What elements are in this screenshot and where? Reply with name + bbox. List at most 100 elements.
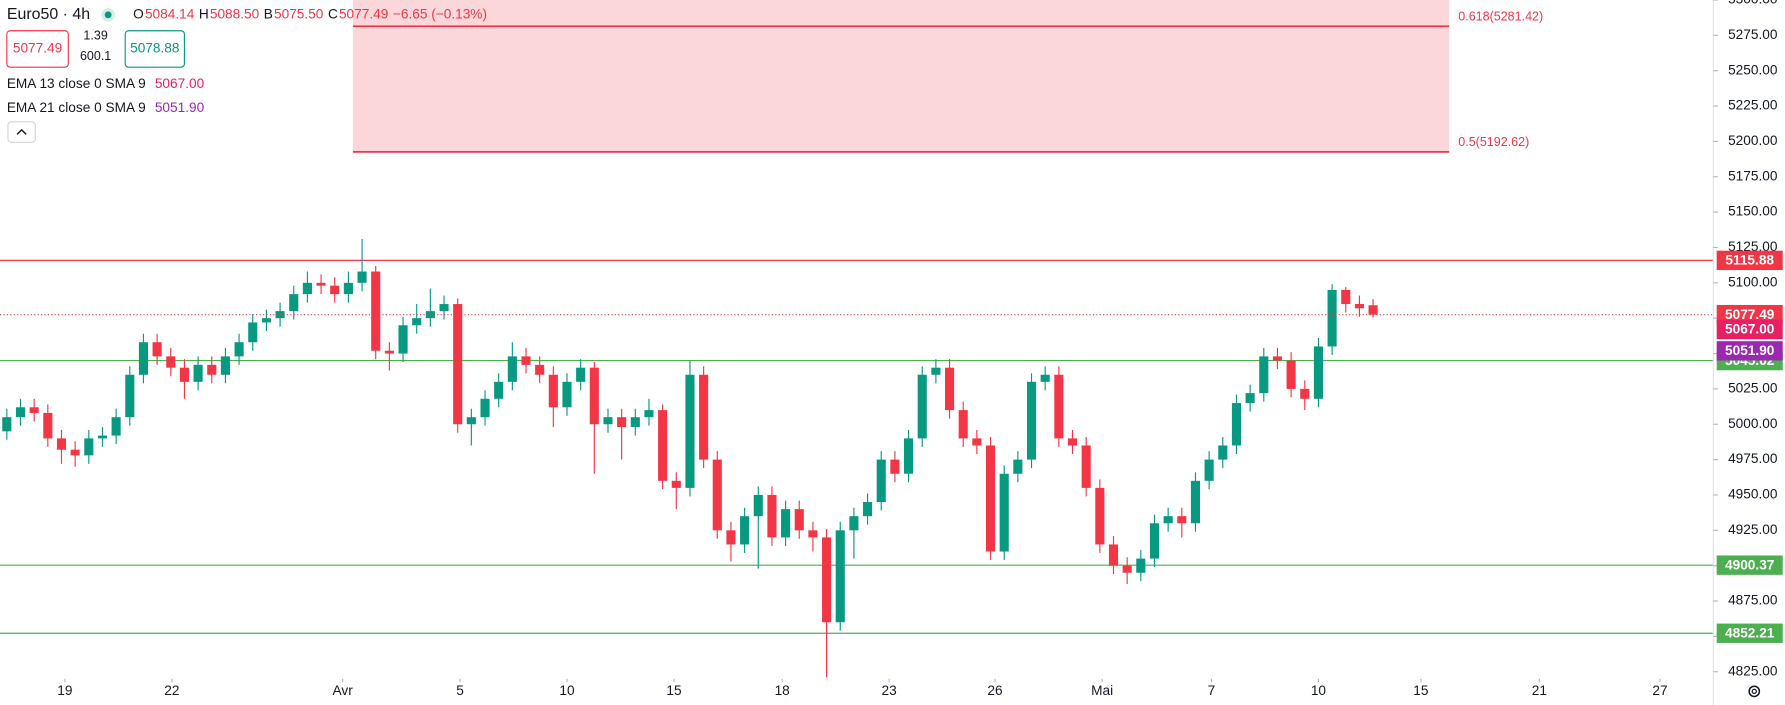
- candle-body: [917, 374, 927, 439]
- candle-body: [207, 364, 217, 375]
- x-tick-label: 26: [987, 683, 1002, 698]
- y-tick-label: 4875.00: [1728, 593, 1778, 608]
- y-tick-label: 4925.00: [1728, 522, 1778, 537]
- candle-body: [330, 285, 340, 295]
- price-badge-label: 5067.00: [1725, 322, 1775, 337]
- candle-body: [699, 374, 709, 460]
- candle-body: [1286, 360, 1296, 389]
- candle-body: [193, 364, 203, 382]
- price-badge: [1716, 555, 1783, 575]
- candle-body: [876, 459, 886, 503]
- candle-body: [1040, 374, 1050, 382]
- x-tick-label: 10: [559, 683, 575, 698]
- candle-body: [658, 410, 668, 481]
- candle-body: [589, 367, 599, 425]
- candle-body: [958, 410, 968, 439]
- candle-body: [1368, 305, 1378, 315]
- candle-body: [480, 398, 490, 418]
- candle-body: [904, 438, 914, 474]
- candle-body: [671, 480, 681, 488]
- candle-body: [535, 364, 545, 375]
- candle-body: [753, 494, 763, 517]
- x-tick-label: 23: [882, 683, 897, 698]
- price-badge-label: 4852.21: [1725, 625, 1775, 640]
- candle-body: [97, 435, 108, 439]
- fib-label: 0.618(5281.42): [1458, 9, 1543, 23]
- ohlc-value: 5077.49: [339, 6, 388, 21]
- candle-body: [248, 322, 258, 343]
- candle-body: [767, 494, 777, 538]
- candle-body: [1054, 374, 1064, 439]
- candle-body: [261, 318, 271, 323]
- candle-body: [740, 516, 750, 545]
- candle-body: [931, 367, 941, 375]
- candle-body: [466, 417, 476, 425]
- candle-body: [343, 282, 353, 295]
- x-tick-label: 10: [1311, 683, 1327, 698]
- ask-box[interactable]: [124, 30, 185, 68]
- candle-body: [1163, 516, 1173, 524]
- y-tick-label: 4950.00: [1728, 487, 1778, 502]
- y-tick-label: 5025.00: [1728, 381, 1778, 396]
- x-tick-label: 7: [1208, 683, 1216, 698]
- x-tick-label: Mai: [1091, 683, 1113, 698]
- ask: 5078.88: [130, 41, 179, 56]
- ohlc-value: 5075.50: [274, 6, 324, 21]
- y-tick-label: 5225.00: [1728, 98, 1778, 113]
- candle-body: [808, 530, 818, 538]
- candle-body: [179, 367, 189, 382]
- y-tick-label: 5200.00: [1728, 133, 1778, 148]
- candle-body: [1067, 438, 1078, 446]
- candle-body: [494, 381, 504, 399]
- ohlc-key: H: [199, 6, 209, 21]
- candle-body: [56, 438, 67, 450]
- gear-icon: [1748, 685, 1761, 698]
- price-badge-label: 5115.88: [1725, 253, 1774, 268]
- candle-body: [1149, 523, 1160, 559]
- candle-body: [1204, 459, 1214, 481]
- ohlc-key: B: [264, 6, 273, 21]
- candle-body: [234, 342, 244, 357]
- candle-body: [1272, 356, 1283, 361]
- candle-body: [1013, 459, 1023, 474]
- candle-body: [302, 282, 312, 295]
- candle-body: [70, 449, 80, 456]
- candle-body: [507, 356, 517, 382]
- candle-body: [999, 473, 1009, 552]
- candle-body: [1245, 393, 1255, 404]
- candle-body: [138, 342, 149, 375]
- candle-body: [1026, 381, 1037, 460]
- y-tick-label: 5250.00: [1728, 62, 1778, 77]
- ohlc-value: 5084.14: [145, 6, 195, 21]
- candle-body: [166, 356, 176, 368]
- gear-hub: [1751, 688, 1757, 695]
- candle-body: [1259, 356, 1269, 394]
- collapse-button[interactable]: [7, 121, 36, 143]
- x-tick-label: 5: [456, 683, 464, 698]
- candle-body: [972, 438, 982, 446]
- candle-body: [1136, 558, 1146, 573]
- y-tick-label: 5100.00: [1728, 274, 1778, 289]
- candle-body: [849, 516, 859, 531]
- settings-button[interactable]: [1748, 685, 1761, 698]
- candle-body: [685, 374, 695, 488]
- candle-body: [384, 350, 394, 354]
- candle-body: [398, 325, 408, 354]
- candle-body: [1300, 388, 1310, 399]
- candle-body: [726, 530, 736, 545]
- x-tick-label: 19: [57, 683, 72, 698]
- legend-value: 5051.90: [155, 100, 205, 115]
- price-axis: 4825.004850.004875.004900.004925.004950.…: [1712, 0, 1785, 705]
- ohlc-value: 5088.50: [210, 6, 260, 21]
- candle-body: [1341, 289, 1351, 305]
- candle-body: [781, 509, 791, 538]
- candle-body: [412, 318, 422, 326]
- x-tick-label: 22: [164, 683, 179, 698]
- price-badge: [1716, 319, 1783, 340]
- y-tick-label: 4825.00: [1728, 663, 1778, 678]
- bid-box[interactable]: [6, 30, 69, 68]
- bid: 5077.49: [13, 41, 62, 56]
- price-badge-label: 4900.37: [1725, 557, 1774, 572]
- fib-label: 0.5(5192.62): [1458, 135, 1529, 149]
